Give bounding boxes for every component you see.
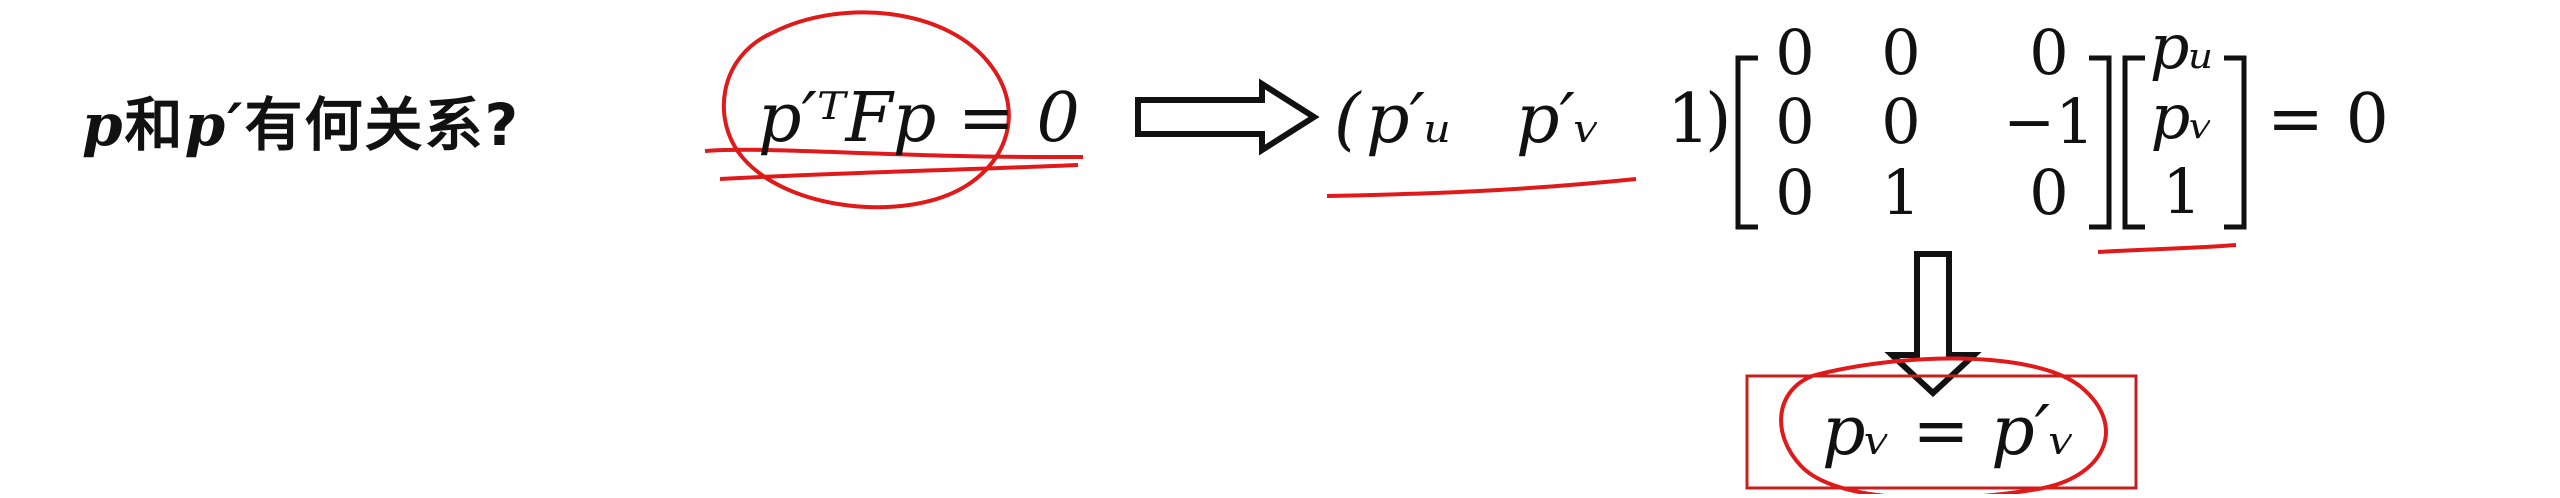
row-pu: p′ᵤ [1366,80,1453,159]
question-p-prime: p′ [184,91,245,159]
question-p: p [82,91,125,159]
result-box [1745,374,2138,490]
matrix-right-bracket [2089,55,2112,230]
row-pv: p′ᵥ [1516,80,1601,159]
question-suffix: 有何关系? [244,91,521,159]
row-vector-underline-annotation [1326,177,1637,198]
question-and: 和 [124,91,185,159]
down-arrow [1884,251,1982,398]
column-vector-underline-annotation [2097,243,2237,254]
conclusion-equation: pᵥ = p′ᵥ [1822,392,2076,471]
constraint-underline-annotation-2 [719,163,1079,181]
constraint-circle-annotation [721,10,1011,210]
constraint-underline-annotation [704,147,1084,160]
constraint-equation: p′ᵀFp = 0 [758,79,1080,158]
row-open-paren: ( [1334,80,1361,159]
matrix-cell-2-0: 0 [1775,156,1815,229]
matrix-cell-0-1: 0 [1881,16,1921,89]
matrix-cell-0-2: 0 [2029,16,2069,89]
matrix-cell-2-1: 1 [1881,156,1921,229]
row-close-paren: ) [1705,80,1732,159]
column-vector-item-0: pᵤ [2149,10,2215,83]
matrix-cell-1-0: 0 [1775,85,1815,158]
matrix-cell-1-1: 0 [1881,85,1921,158]
result-rhs: = 0 [2267,80,2389,159]
vector-right-bracket [2224,55,2247,230]
column-vector-item-1: pᵥ [2150,80,2214,153]
matrix-cell-2-2: 0 [2029,156,2069,229]
result-circle-annotation [1779,356,2108,498]
vector-left-bracket [2122,55,2145,230]
matrix-cell-1-2: −1 [2003,85,2095,158]
question-line: p和p′有何关系? [82,78,520,162]
right-double-arrow [1135,78,1320,156]
row-one: 1 [1667,80,1711,159]
matrix-left-bracket [1735,55,1758,230]
column-vector-item-2: 1 [2162,155,2202,228]
matrix-cell-0-0: 0 [1775,16,1815,89]
